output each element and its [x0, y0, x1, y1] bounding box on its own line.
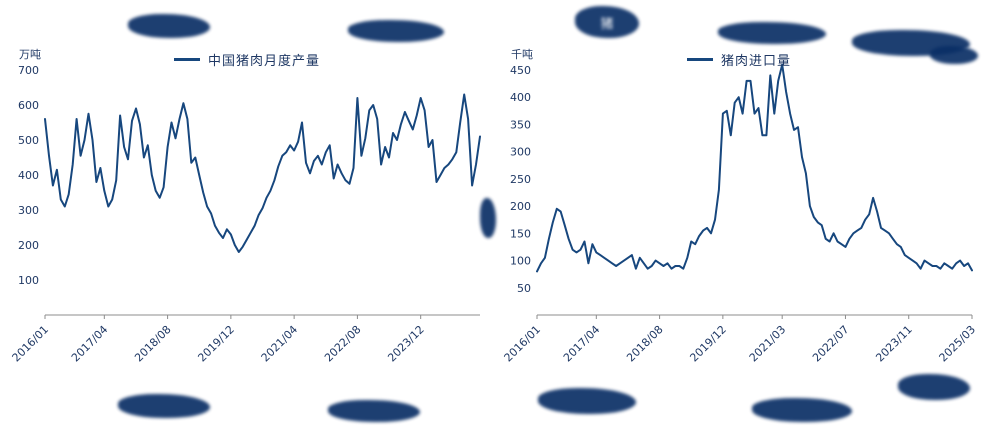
- y-tick-label: 400: [510, 91, 531, 104]
- x-tick-label: 2025/03: [937, 323, 978, 365]
- y-tick-label: 500: [18, 134, 39, 147]
- x-tick-label: 2017/04: [69, 323, 111, 365]
- y-tick-label: 600: [18, 99, 39, 112]
- watermark-blob: 猪: [575, 6, 639, 38]
- x-tick-label: 2019/12: [687, 323, 729, 365]
- x-tick-label: 2021/04: [259, 323, 301, 365]
- watermark-blob: [118, 394, 210, 418]
- y-tick-label: 100: [18, 274, 39, 287]
- watermark-blob: [128, 14, 210, 38]
- chart-panel-imports: 千吨 50 100 150 200 250 300 350 400 450 2016/01 2017/…: [500, 42, 978, 387]
- y-axis-unit-label: 千吨: [511, 48, 533, 61]
- y-tick-label: 700: [18, 64, 39, 77]
- x-tick-label: 2021/03: [747, 323, 789, 365]
- watermark-blob: [538, 388, 636, 414]
- y-tick-label: 350: [510, 118, 531, 131]
- watermark-blob: [328, 400, 420, 422]
- y-tick-label: 50: [517, 282, 531, 295]
- y-tick-label: 200: [18, 239, 39, 252]
- x-tick-label: 2016/01: [502, 323, 544, 365]
- watermark-blob: [348, 20, 444, 42]
- x-tick-label: 2017/04: [561, 323, 603, 365]
- watermark-blob: [752, 398, 852, 422]
- x-tick-label: 2022/07: [810, 323, 852, 365]
- production-chart-canvas: 万吨 100 200 300 400 500 600 700 2016/01 2017/04 201…: [10, 48, 481, 365]
- x-tick-label: 2022/08: [322, 323, 364, 365]
- watermark-blob: [718, 22, 826, 44]
- y-axis-unit-label: 万吨: [19, 48, 41, 61]
- y-tick-label: 150: [510, 227, 531, 240]
- x-tick-label: 2023/11: [873, 323, 915, 365]
- x-tick-label: 2018/08: [624, 323, 666, 365]
- y-tick-label: 450: [510, 64, 531, 77]
- y-tick-label: 300: [18, 204, 39, 217]
- y-tick-label: 300: [510, 146, 531, 159]
- y-tick-label: 200: [510, 200, 531, 213]
- x-tick-label: 2019/12: [195, 323, 237, 365]
- x-tick-label: 2016/01: [10, 323, 52, 365]
- y-tick-label: 100: [510, 255, 531, 268]
- x-tick-label: 2023/12: [385, 323, 427, 365]
- series-line: [44, 93, 481, 253]
- y-tick-label: 400: [18, 169, 39, 182]
- imports-chart-canvas: 千吨 50 100 150 200 250 300 350 400 450 2016/01 2017/…: [502, 48, 978, 365]
- series-line: [536, 63, 973, 273]
- x-tick-label: 2018/08: [132, 323, 174, 365]
- chart-panel-production: 万吨 100 200 300 400 500 600 700 2016/01 2017/04 201…: [8, 42, 486, 387]
- y-tick-label: 250: [510, 173, 531, 186]
